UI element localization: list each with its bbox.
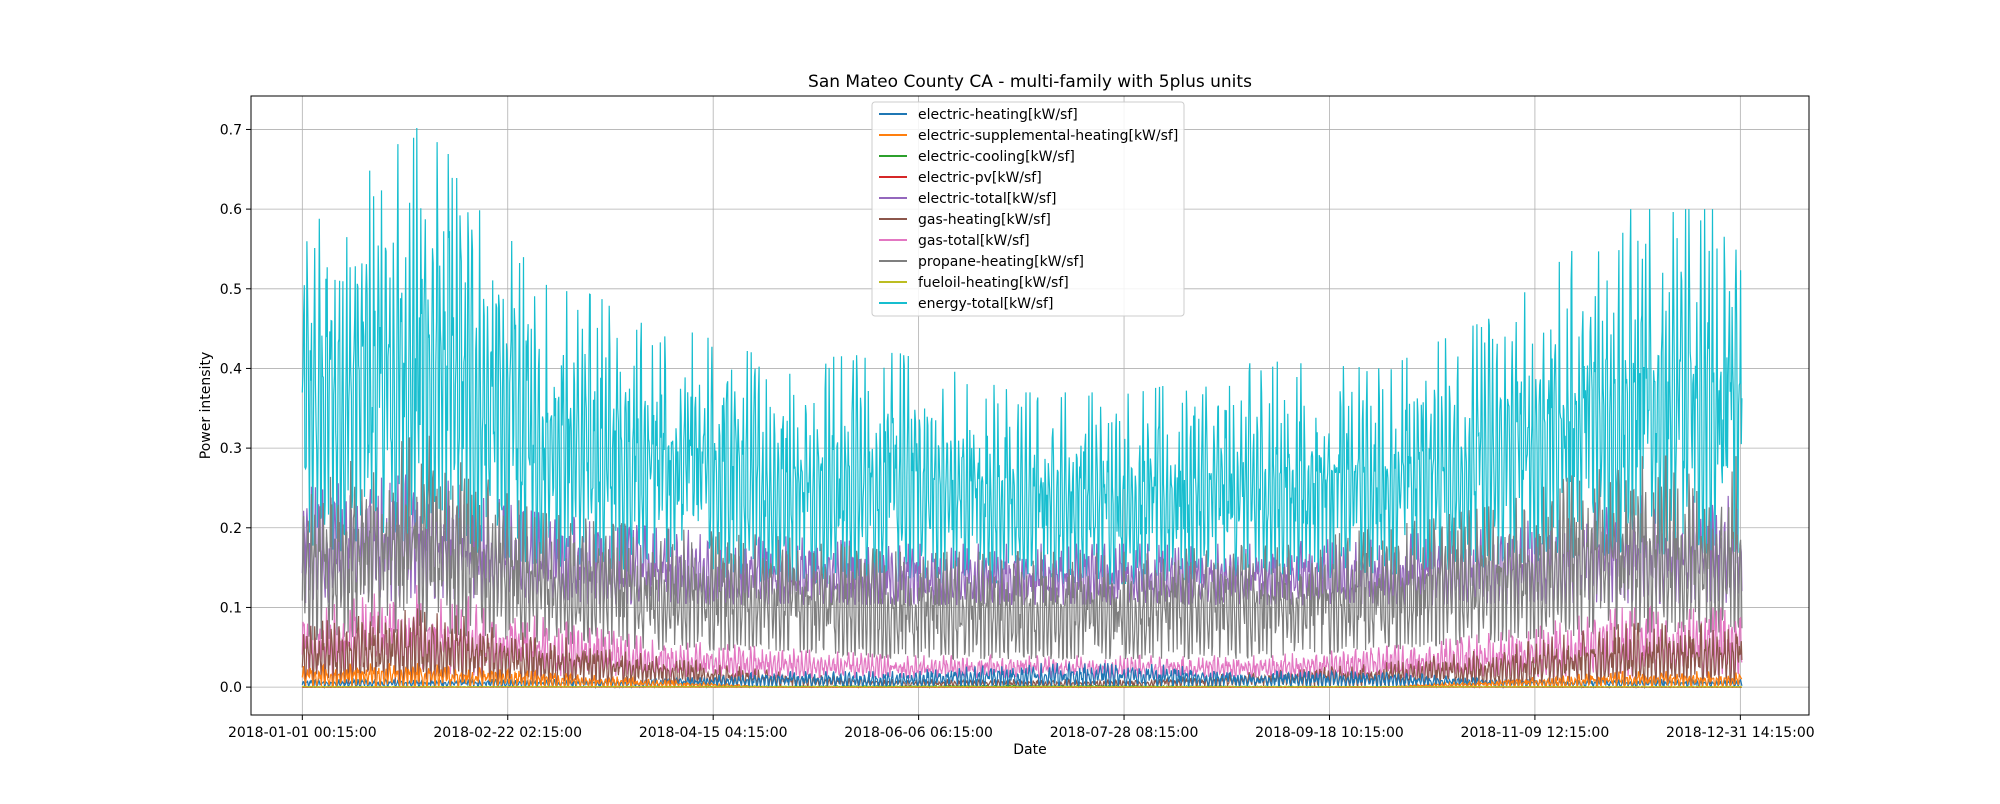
y-tick-label: 0.2 <box>220 521 242 537</box>
y-tick-label: 0.7 <box>220 122 242 138</box>
series-line-propane-heating <box>301 435 1743 661</box>
x-tick-label: 2018-07-28 08:15:00 <box>1050 725 1199 741</box>
x-tick-label: 2018-04-15 04:15:00 <box>639 725 788 741</box>
legend-label: electric-supplemental-heating[kW/sf] <box>918 128 1178 144</box>
series-line-fueloil-heating <box>302 685 1743 688</box>
legend-label: electric-pv[kW/sf] <box>918 170 1042 186</box>
legend-label: gas-total[kW/sf] <box>918 233 1030 249</box>
legend-label: energy-total[kW/sf] <box>918 296 1053 312</box>
legend-label: gas-heating[kW/sf] <box>918 212 1051 228</box>
legend-label: fueloil-heating[kW/sf] <box>918 275 1069 291</box>
legend-box <box>871 101 1185 317</box>
y-tick-label: 0.5 <box>220 282 242 298</box>
y-tick-label: 0.4 <box>220 361 242 377</box>
y-tick-label: 0.3 <box>220 441 242 457</box>
axes-frame <box>250 95 1810 716</box>
legend-label: electric-heating[kW/sf] <box>918 107 1078 123</box>
y-axis-label: Power intensity <box>198 352 214 459</box>
y-tick-label: 0.0 <box>220 680 242 696</box>
x-tick-label: 2018-01-01 00:15:00 <box>228 725 377 741</box>
plot-area <box>301 127 1743 690</box>
x-tick-label: 2018-09-18 10:15:00 <box>1255 725 1404 741</box>
chart-title: San Mateo County CA - multi-family with … <box>808 72 1252 92</box>
x-axis: 2018-01-01 00:15:00 2018-02-22 02:15:00 20… <box>228 715 1815 741</box>
series-line-energy-total <box>301 127 1743 585</box>
x-tick-label: 2018-06-06 06:15:00 <box>844 725 993 741</box>
x-tick-label: 2018-02-22 02:15:00 <box>433 725 582 741</box>
x-axis-label: Date <box>1013 742 1046 758</box>
y-axis: 0.0 0.1 0.2 0.3 0.4 0.5 0.6 0.7 <box>220 122 251 696</box>
series-line-gas-heating <box>301 608 1743 690</box>
x-tick-label: 2018-11-09 12:15:00 <box>1461 725 1610 741</box>
y-tick-label: 0.1 <box>220 600 242 616</box>
legend: electric-heating[kW/sf] electric-suppleme… <box>871 101 1185 317</box>
x-tick-label: 2018-12-31 14:15:00 <box>1666 725 1815 741</box>
series-line-gas-total <box>301 585 1743 681</box>
legend-label: electric-cooling[kW/sf] <box>918 149 1075 165</box>
legend-label: electric-total[kW/sf] <box>918 191 1057 207</box>
y-tick-label: 0.6 <box>220 202 242 218</box>
legend-label: propane-heating[kW/sf] <box>918 254 1084 270</box>
